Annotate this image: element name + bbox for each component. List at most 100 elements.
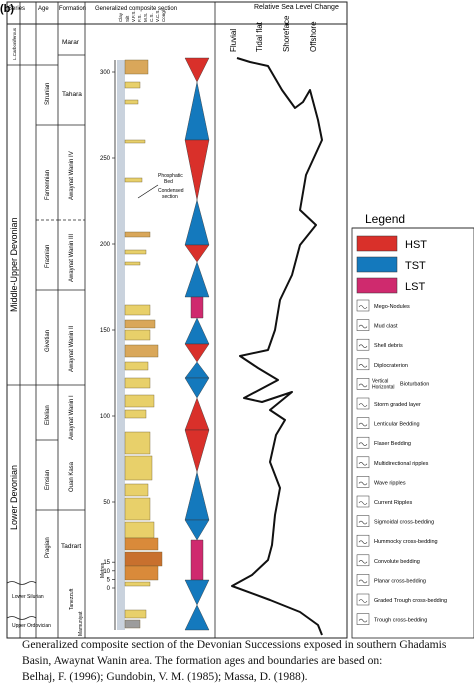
legend-label-hst: HST bbox=[405, 239, 427, 251]
legend-item: Shell debris bbox=[374, 343, 403, 349]
legend-symbol-box bbox=[356, 358, 370, 371]
sea-level-curve bbox=[231, 57, 323, 636]
sea-col-offshore: Offshore bbox=[309, 21, 318, 52]
age-strunian: Strunian bbox=[45, 83, 51, 105]
formation-ouan-kasa: Ouan Kasa bbox=[69, 461, 75, 492]
legend-item: Sigmoidal cross-bedding bbox=[374, 520, 434, 526]
legend-item: Storm graded layer bbox=[374, 402, 421, 408]
tract-hst bbox=[184, 244, 210, 263]
depth-tick-label: 200 bbox=[100, 242, 111, 248]
tract-tst bbox=[184, 579, 210, 606]
legend-symbol-box bbox=[356, 554, 370, 567]
tract-hst bbox=[184, 429, 210, 473]
legend-item: Mego-Nodules bbox=[374, 304, 410, 310]
tract-tst bbox=[184, 81, 210, 141]
legend-swatch-lst bbox=[356, 277, 398, 294]
svg-text:Phosphatic: Phosphatic bbox=[158, 173, 183, 179]
sand-bed bbox=[124, 329, 151, 341]
legend-item: Current Ripples bbox=[374, 500, 412, 506]
depth-tick-label: 0 bbox=[107, 586, 111, 592]
age-famennian: Famennian bbox=[45, 170, 51, 200]
sand-bed bbox=[124, 231, 151, 238]
legend-label-lst: LST bbox=[405, 281, 425, 293]
age-frasnian: Frasnian bbox=[45, 245, 51, 268]
sand-bed bbox=[124, 394, 155, 408]
header-age: Age bbox=[38, 6, 49, 12]
legend-item: Lenticular Bedding bbox=[374, 422, 420, 428]
panel-label: (b) bbox=[0, 3, 14, 15]
legend-symbol-box bbox=[356, 574, 370, 586]
sand-bed bbox=[124, 455, 153, 481]
figure-caption: Generalized composite section of the Dev… bbox=[22, 637, 467, 685]
legend-symbol-box bbox=[356, 338, 370, 351]
tract-hst bbox=[184, 139, 210, 201]
header-section: Generalized composite section bbox=[95, 6, 177, 12]
sand-bed bbox=[124, 81, 141, 89]
series-middle-upper-devonian: Middle-Upper Devonian bbox=[9, 217, 19, 312]
depth-tick-label: 250 bbox=[100, 156, 111, 162]
figure-frame bbox=[6, 1, 348, 639]
litho-col-silt: Silt bbox=[125, 15, 130, 22]
tract-tst bbox=[184, 361, 210, 379]
svg-text:Bed: Bed bbox=[164, 179, 173, 185]
sand-bed bbox=[124, 551, 163, 567]
sand-bed bbox=[124, 537, 159, 551]
legend-item: Hummocky cross-bedding bbox=[374, 539, 438, 545]
age-pragian: Pragian bbox=[45, 537, 51, 558]
sand-bed bbox=[124, 619, 141, 629]
sand-bed bbox=[124, 344, 159, 358]
formation-awaynat-wanin-i: Awaynat Wanin I bbox=[69, 395, 75, 440]
clay-column bbox=[117, 60, 125, 630]
svg-text:section: section bbox=[162, 194, 178, 200]
sand-bed bbox=[124, 377, 151, 389]
litho-col-cs: C.S. bbox=[149, 13, 154, 22]
depth-tick-label: 5 bbox=[107, 577, 111, 583]
tract-lst bbox=[190, 539, 204, 581]
legend-item: Diplocraterion bbox=[374, 363, 408, 369]
caption-line-2: Basin, Awaynat Wanin area. The formation… bbox=[22, 654, 383, 667]
legend-item: Trough cross-bedding bbox=[374, 618, 427, 624]
legend-title: Legend bbox=[365, 212, 405, 226]
sea-col-fluvial: Fluvial bbox=[229, 29, 238, 52]
litho-col-fs: F.S. bbox=[137, 14, 142, 22]
sand-bed bbox=[124, 304, 151, 316]
legend-swatch-hst bbox=[356, 235, 398, 252]
legend-swatch-tst bbox=[356, 256, 398, 273]
sand-bed bbox=[124, 581, 151, 587]
formation-awaynat-wanin-iii: Awaynat Wanin III bbox=[69, 234, 75, 282]
legend-item: Flaser Bedding bbox=[374, 441, 411, 447]
sand-bed bbox=[124, 177, 143, 183]
legend-symbol-box bbox=[356, 476, 370, 488]
sand-bed bbox=[124, 497, 151, 521]
legend-item-horizontal: Horizontal bbox=[372, 384, 395, 390]
series-upper-ordovician: Upper Ordovician bbox=[12, 623, 51, 629]
legend-symbol-box bbox=[356, 378, 370, 390]
sand-bed bbox=[124, 521, 155, 539]
formation-tahara: Tahara bbox=[62, 91, 82, 98]
litho-col-clay: Clay bbox=[118, 12, 123, 22]
age-emsian: Emsian bbox=[45, 470, 51, 490]
header-sea-level: Relative Sea Level Change bbox=[254, 4, 339, 11]
tract-hst bbox=[184, 57, 210, 83]
sand-bed bbox=[124, 409, 147, 419]
sand-bed bbox=[124, 261, 141, 266]
formation-awaynat-wanin-ii: Awaynat Wanin II bbox=[69, 325, 75, 372]
formation-tanezzuft: Tanezzuft bbox=[69, 588, 75, 610]
legend-symbol-box bbox=[356, 436, 370, 449]
legend-label-tst: TST bbox=[405, 260, 426, 272]
legend-symbol-box bbox=[356, 613, 370, 625]
depth-tick-label: 150 bbox=[100, 328, 111, 334]
legend-symbol-box bbox=[356, 534, 370, 547]
sand-bed bbox=[124, 609, 147, 619]
depth-tick-label: 50 bbox=[103, 500, 110, 506]
legend-item: Graded Trough cross-bedding bbox=[374, 598, 447, 604]
formation-awaynat-wanin-iv: Awaynat Wanin IV bbox=[69, 151, 75, 200]
sea-col-shoreface: Shoreface bbox=[282, 15, 291, 52]
sand-bed bbox=[124, 59, 149, 75]
sand-bed bbox=[124, 319, 156, 329]
legend-symbol-box bbox=[356, 495, 370, 508]
lithology-beds bbox=[124, 59, 163, 629]
tract-tst bbox=[184, 199, 210, 246]
formation-marar: Marar bbox=[62, 39, 80, 46]
